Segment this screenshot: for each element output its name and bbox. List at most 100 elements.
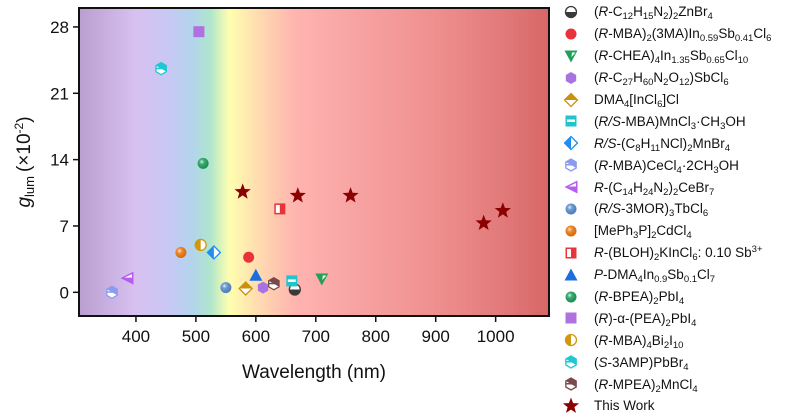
legend-label: DMA4[InCl6]Cl bbox=[594, 92, 679, 110]
legend-marker-icon bbox=[558, 47, 584, 65]
legend-label: (R-C12H15N2)2ZnBr4 bbox=[594, 4, 713, 23]
legend-label: (R)-α-(PEA)2PbI4 bbox=[594, 310, 697, 329]
legend-label: (R-MBA)CeCl4·2CH3OH bbox=[594, 157, 739, 176]
legend-label: R/S-(C8H11NCl)2MnBr4 bbox=[594, 135, 731, 154]
y-axis-title-sub: lum bbox=[22, 176, 37, 197]
legend-marker-icon bbox=[558, 200, 584, 218]
y-tick-label: 7 bbox=[60, 217, 69, 236]
x-axis: 400 500 600 700 800 900 1000 bbox=[122, 316, 515, 346]
legend-item: (S-3AMP)PbBr4 bbox=[558, 351, 800, 373]
data-point bbox=[220, 282, 232, 294]
data-point bbox=[120, 271, 134, 285]
legend-item: (R-MBA)2(3MA)In0.59Sb0.41Cl6 bbox=[558, 23, 800, 45]
y-axis-title-main: g bbox=[14, 197, 35, 208]
legend-item: [MePh3P]2CdCl4 bbox=[558, 220, 800, 242]
legend-marker-icon bbox=[558, 309, 584, 327]
x-tick-label: 900 bbox=[422, 327, 450, 346]
legend-item: R-(BLOH)2KInCl6: 0.10 Sb3+ bbox=[558, 242, 800, 264]
legend-item: (R-MBA)4Bi2I10 bbox=[558, 329, 800, 351]
legend-marker-icon bbox=[558, 25, 584, 43]
legend-item: (R-BPEA)2PbI4 bbox=[558, 286, 800, 308]
legend-item: This Work bbox=[558, 395, 800, 417]
legend-label: (R-MBA)2(3MA)In0.59Sb0.41Cl6 bbox=[594, 26, 772, 45]
y-tick-label: 21 bbox=[50, 84, 69, 103]
data-point bbox=[286, 275, 298, 287]
legend-label: (R-MPEA)2MnCl4 bbox=[594, 376, 698, 395]
legend-marker-icon bbox=[558, 222, 584, 240]
legend-marker-icon bbox=[558, 156, 584, 174]
y-tick-label: 28 bbox=[50, 18, 69, 37]
x-tick-label: 400 bbox=[122, 327, 150, 346]
legend-marker-icon bbox=[558, 91, 584, 109]
legend-label: R-(BLOH)2KInCl6: 0.10 Sb3+ bbox=[594, 244, 763, 264]
legend-item: (R-MBA)CeCl4·2CH3OH bbox=[558, 154, 800, 176]
x-tick-label: 500 bbox=[182, 327, 210, 346]
legend-label: (R/S-3MOR)3TbCl6 bbox=[594, 201, 709, 220]
data-point bbox=[106, 285, 118, 300]
data-point bbox=[315, 273, 329, 286]
legend-label: [MePh3P]2CdCl4 bbox=[594, 223, 692, 242]
data-point bbox=[197, 157, 209, 169]
legend-item: (R)-α-(PEA)2PbI4 bbox=[558, 307, 800, 329]
legend-item: R/S-(C8H11NCl)2MnBr4 bbox=[558, 132, 800, 154]
data-point bbox=[475, 214, 492, 231]
data-point bbox=[257, 281, 269, 294]
legend-label: (R-MBA)4Bi2I10 bbox=[594, 332, 684, 351]
data-point bbox=[289, 187, 306, 203]
legend: (R-C12H15N2)2ZnBr4 (R-MBA)2(3MA)In0.59Sb0… bbox=[558, 1, 800, 417]
legend-label: P-DMA4In0.9Sb0.1Cl7 bbox=[594, 267, 716, 286]
data-point bbox=[274, 203, 286, 215]
scatter-chart: 400 500 600 700 800 900 1000 0 7 14 21 28 Waveleng… bbox=[12, 7, 550, 383]
legend-item: (R-C27H60N2O12)SbCl6 bbox=[558, 67, 800, 89]
legend-item: (R-CHEA)4In1.35Sb0.65Cl10 bbox=[558, 45, 800, 67]
y-axis-title-exp: -2 bbox=[12, 122, 26, 133]
legend-marker-icon bbox=[558, 375, 584, 393]
legend-label: (R/S-MBA)MnCl3·CH3OH bbox=[594, 113, 746, 132]
data-point bbox=[342, 187, 359, 203]
data-point bbox=[494, 202, 511, 218]
legend-item: (R-C12H15N2)2ZnBr4 bbox=[558, 1, 800, 23]
legend-item: (R/S-MBA)MnCl3·CH3OH bbox=[558, 110, 800, 132]
data-point bbox=[155, 61, 167, 76]
legend-marker-icon bbox=[558, 397, 584, 415]
x-tick-label: 600 bbox=[242, 327, 270, 346]
plot-background bbox=[79, 8, 549, 316]
legend-marker-icon bbox=[558, 244, 584, 262]
data-point bbox=[243, 251, 255, 263]
data-points bbox=[106, 26, 511, 300]
legend-marker-icon bbox=[558, 112, 584, 130]
legend-item: (R/S-3MOR)3TbCl6 bbox=[558, 198, 800, 220]
x-tick-label: 1000 bbox=[477, 327, 515, 346]
legend-item: (R-MPEA)2MnCl4 bbox=[558, 373, 800, 395]
data-point bbox=[194, 238, 207, 252]
data-point bbox=[249, 268, 263, 281]
legend-marker-icon bbox=[558, 69, 584, 87]
data-point bbox=[288, 283, 301, 296]
legend-item: P-DMA4In0.9Sb0.1Cl7 bbox=[558, 264, 800, 286]
data-point bbox=[175, 247, 187, 259]
legend-item: R-(C14H24N2)2CeBr7 bbox=[558, 176, 800, 198]
legend-label: (R-CHEA)4In1.35Sb0.65Cl10 bbox=[594, 48, 749, 67]
legend-label: R-(C14H24N2)2CeBr7 bbox=[594, 179, 715, 198]
data-point bbox=[238, 281, 254, 296]
x-axis-title: Wavelength (nm) bbox=[242, 362, 386, 383]
legend-label: (S-3AMP)PbBr4 bbox=[594, 354, 689, 373]
data-point bbox=[267, 277, 280, 291]
legend-marker-icon bbox=[558, 331, 584, 349]
x-tick-label: 700 bbox=[302, 327, 330, 346]
data-point bbox=[193, 26, 205, 38]
legend-label: (R-C27H60N2O12)SbCl6 bbox=[594, 70, 729, 89]
data-point bbox=[206, 245, 222, 260]
legend-item: DMA4[InCl6]Cl bbox=[558, 89, 800, 111]
y-axis-title-unit: (×10 bbox=[14, 133, 35, 172]
legend-label: This Work bbox=[594, 398, 655, 414]
data-point bbox=[234, 183, 251, 199]
legend-label: (R-BPEA)2PbI4 bbox=[594, 289, 685, 308]
y-axis-title-close: ) bbox=[14, 116, 35, 122]
legend-marker-icon bbox=[558, 288, 584, 306]
y-axis: 0 7 14 21 28 bbox=[50, 18, 79, 302]
legend-marker-icon bbox=[558, 178, 584, 196]
y-axis-title: glum (×10-2) bbox=[12, 116, 37, 207]
legend-marker-icon bbox=[558, 134, 584, 152]
y-tick-label: 0 bbox=[60, 283, 69, 302]
